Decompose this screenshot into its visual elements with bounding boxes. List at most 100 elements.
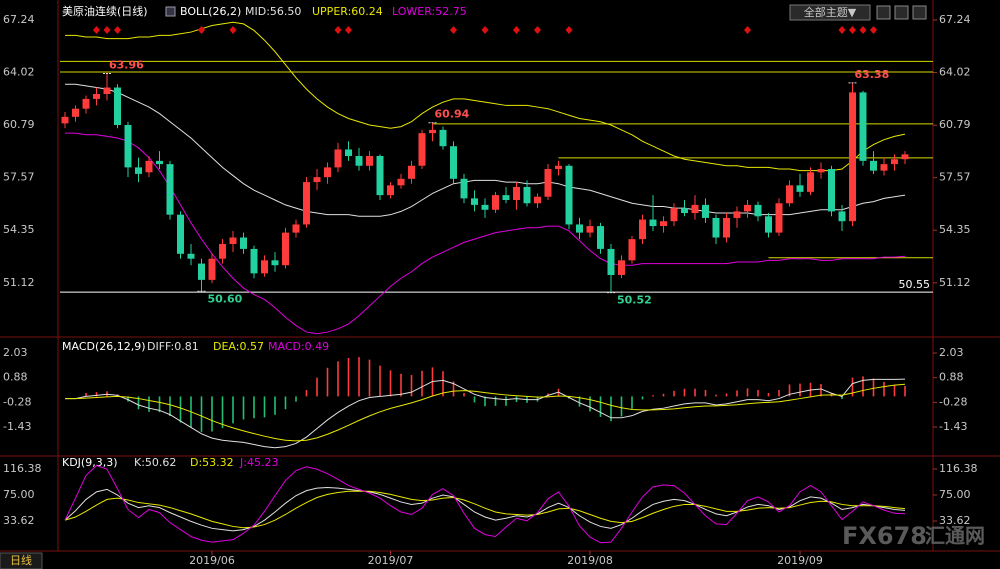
candle-body [240, 237, 247, 249]
y-tick-label: 60.79 [3, 118, 35, 131]
y-tick-label: 75.00 [939, 488, 971, 501]
candle-body [859, 92, 867, 161]
candle-body [198, 263, 205, 280]
annotation: 63.96 [109, 58, 144, 71]
y-tick-label: 67.24 [939, 13, 971, 26]
indicator-icon [165, 6, 176, 17]
candle-body [807, 172, 814, 192]
candle-body [849, 92, 856, 222]
candle-body [114, 87, 121, 125]
signal-marker [334, 26, 342, 34]
signal-marker [849, 26, 856, 34]
y-tick-label: 0.88 [3, 371, 28, 384]
indicator-line [64, 486, 906, 532]
y-tick-label: -0.28 [939, 395, 967, 408]
candle-body [523, 186, 531, 204]
signal-marker [103, 26, 111, 34]
candle-body [670, 208, 678, 222]
candle-body [303, 182, 310, 225]
candle-body [492, 195, 499, 210]
tool-icon[interactable] [876, 5, 891, 20]
indicator-line [64, 490, 906, 529]
candle-body [345, 149, 352, 156]
candle-body [828, 169, 835, 212]
candle-body [702, 204, 709, 218]
candle-body [408, 165, 415, 179]
candle-body [313, 177, 321, 183]
x-tick-label: 2019/06 [189, 554, 235, 567]
signal-marker [744, 26, 751, 34]
x-tick-label: 2019/07 [368, 554, 414, 567]
x-tick-label: 2019/08 [567, 554, 613, 567]
y-tick-label: 116.38 [939, 462, 978, 475]
candle-body [576, 224, 583, 233]
candle-body [744, 204, 751, 212]
candle-body [61, 116, 69, 124]
candle-body [429, 129, 436, 134]
candle-body [901, 154, 909, 160]
theme-button[interactable] [789, 4, 871, 21]
tool-icon[interactable] [912, 5, 927, 20]
candle-body [387, 185, 394, 196]
candle-body [534, 196, 541, 204]
signal-marker [838, 26, 846, 34]
indicator-name: BOLL(26,2) [180, 5, 241, 18]
candle-body [397, 178, 405, 186]
candle-body [471, 198, 478, 205]
y-tick-label: 60.79 [939, 118, 971, 131]
chart-title: 美原油连续(日线) [62, 4, 148, 18]
candle-body [870, 160, 877, 171]
y-tick-label: 116.38 [3, 462, 42, 475]
candle-body [880, 164, 888, 171]
candle-body [481, 204, 489, 210]
timeframe-label[interactable]: 日线 [10, 553, 32, 567]
tool-icon[interactable] [894, 5, 909, 20]
legend-entry: UPPER:60.24 [312, 5, 383, 18]
candle-body [460, 178, 468, 199]
annotation: 50.60 [208, 292, 243, 305]
legend-entry: D:53.32 [190, 456, 234, 469]
candle-body [166, 164, 174, 215]
candle-body [208, 258, 216, 280]
candle-body [187, 253, 195, 259]
y-tick-label: 75.00 [3, 488, 35, 501]
candle-body [838, 211, 846, 222]
indicator-name: MACD(26,12,9) [62, 340, 146, 353]
candle-body [618, 260, 625, 275]
legend-entry: DEA:0.57 [213, 340, 264, 353]
signal-marker [93, 26, 100, 34]
y-tick-label: 33.62 [939, 514, 971, 527]
indicator-line [65, 378, 906, 449]
candle-body [565, 165, 573, 225]
y-tick-label: 2.03 [939, 346, 964, 359]
candle-body [775, 203, 783, 233]
annotation: 60.94 [435, 108, 470, 121]
candle-body [439, 129, 447, 147]
candle-body [103, 87, 111, 95]
signal-marker [114, 26, 121, 34]
candle-body [891, 159, 898, 165]
signal-marker [513, 26, 520, 34]
y-tick-label: 57.57 [939, 171, 971, 184]
candle-body [124, 125, 132, 168]
y-tick-label: -1.43 [3, 420, 31, 433]
candle-body [712, 217, 720, 238]
y-tick-label: -1.43 [939, 420, 967, 433]
candle-body [250, 248, 258, 274]
candle-body [229, 237, 237, 245]
candle-body [544, 169, 552, 197]
indicator-line [65, 132, 906, 335]
candle-body [555, 165, 562, 170]
signal-marker [481, 26, 489, 34]
theme-button-label[interactable]: 全部主题▼ [804, 5, 857, 19]
candle-body [177, 214, 184, 254]
candle-body [376, 155, 384, 196]
candle-body [607, 248, 615, 275]
timeframe-tab[interactable] [0, 552, 43, 569]
candle-body [261, 260, 268, 274]
candle-body [135, 167, 142, 174]
candle-body [513, 186, 520, 200]
legend-entry: LOWER:52.75 [392, 5, 467, 18]
candle-body [691, 204, 699, 214]
